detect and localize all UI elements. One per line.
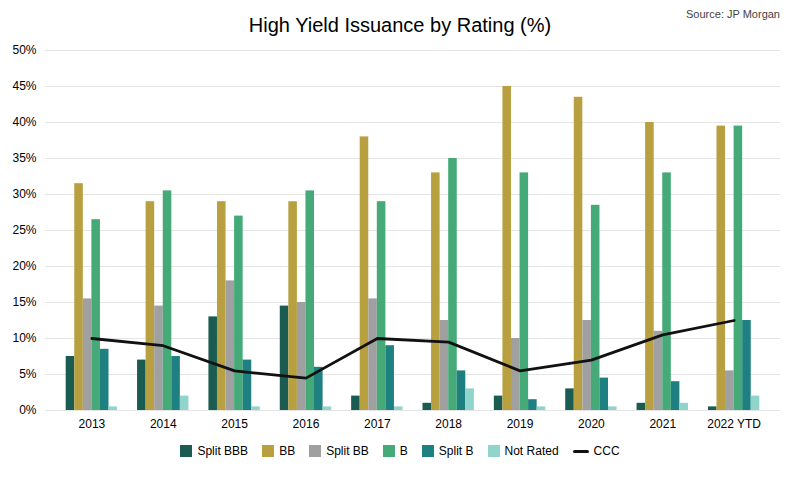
svg-text:2018: 2018 (435, 417, 462, 431)
html-text:Split BBB: Split BBB (197, 444, 249, 458)
html-text:Split BB: Split BB (326, 444, 369, 458)
html-text:Source: JP Morgan: Source: JP Morgan (686, 8, 780, 20)
html-text:CCC: CCC (593, 444, 620, 458)
html-text:BB: BB (279, 444, 296, 458)
svg-text:2016: 2016 (293, 417, 320, 431)
svg-text:10%: 10% (12, 331, 36, 345)
html-text:B: B (399, 444, 408, 458)
svg-text:50%: 50% (12, 43, 36, 57)
svg-text:25%: 25% (12, 223, 36, 237)
svg-text:20%: 20% (12, 259, 36, 273)
svg-text:2021: 2021 (649, 417, 676, 431)
html-text:Not Rated: Not Rated (504, 444, 559, 458)
svg-text:2022 YTD: 2022 YTD (707, 417, 761, 431)
svg-text:40%: 40% (12, 115, 36, 129)
svg-text:2020: 2020 (578, 417, 605, 431)
svg-text:45%: 45% (12, 79, 36, 93)
svg-text:2013: 2013 (79, 417, 106, 431)
svg-text:30%: 30% (12, 187, 36, 201)
svg-text:15%: 15% (12, 295, 36, 309)
html-text:Split B: Split B (438, 444, 474, 458)
svg-text:35%: 35% (12, 151, 36, 165)
svg-text:5%: 5% (19, 367, 37, 381)
svg-text:2015: 2015 (221, 417, 248, 431)
svg-text:2014: 2014 (150, 417, 177, 431)
svg-text:2019: 2019 (507, 417, 534, 431)
svg-text:2017: 2017 (364, 417, 391, 431)
svg-text:0%: 0% (19, 403, 37, 417)
html-text:High Yield Issuance by Rating: High Yield Issuance by Rating (%) (248, 14, 552, 36)
